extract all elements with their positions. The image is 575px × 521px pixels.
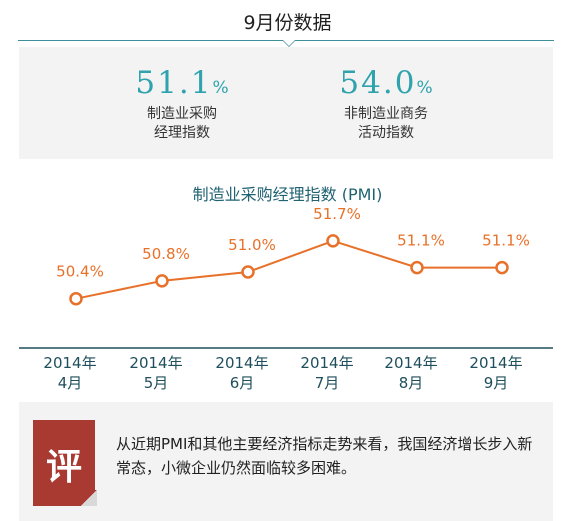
stat-label: 非制造业商务 活动指数 [344, 106, 428, 141]
data-point [69, 291, 83, 306]
data-point [241, 265, 255, 279]
x-tick-label: 2014年 8月 [384, 354, 437, 392]
data-point [410, 260, 424, 275]
data-label: 51.7% [313, 205, 361, 223]
data-point [155, 274, 169, 288]
stat-unit: % [212, 78, 229, 98]
data-point [495, 260, 509, 275]
comment-panel: 评 从近期PMI和其他主要经济指标走势来看，我国经济增长步入新常态，小微企业仍然… [19, 402, 553, 521]
stat-value: 51.1 [135, 65, 213, 101]
data-label: 51.1% [482, 232, 530, 250]
x-tick-label: 2014年 5月 [129, 354, 182, 392]
data-label: 51.0% [228, 236, 276, 254]
x-tick-label: 2014年 6月 [215, 354, 268, 392]
page-title: 9月份数据 [243, 12, 332, 34]
x-tick-label: 2014年 9月 [469, 354, 522, 392]
pmi-line-chart: 50.4% 50.8% 51.0% 51.7% 51.1% 51.1% 2014年 4月 201… [19, 205, 553, 392]
data-label: 50.8% [142, 245, 190, 263]
comment-badge-label: 评 [45, 447, 82, 488]
comment-text: 从近期PMI和其他主要经济指标走势来看，我国经济增长步入新常态，小微企业仍然面临… [116, 435, 533, 477]
stat-non-manufacturing-index: 54.0% 非制造业商务 活动指数 [286, 65, 486, 143]
stat-unit: % [416, 78, 433, 98]
stats-panel: 51.1% 制造业采购 经理指数 54.0% 非制造业商务 活动指数 [19, 47, 553, 159]
data-point [326, 234, 340, 248]
series-line [75, 239, 502, 300]
stat-value: 54.0 [339, 65, 417, 101]
data-label: 50.4% [56, 263, 104, 281]
stat-manufacturing-pmi: 51.1% 制造业采购 经理指数 [82, 65, 282, 143]
chart-area: 制造业采购经理指数 (PMI) 50.4% 50.8% 51.0% 51.7% 51.1… [0, 160, 575, 402]
x-tick-label: 2014年 7月 [300, 354, 353, 392]
x-tick-label: 2014年 4月 [43, 354, 96, 392]
header: 9月份数据 [0, 0, 575, 47]
badge-fold-icon [81, 490, 97, 506]
chart-title: 制造业采购经理指数 (PMI) [192, 185, 383, 204]
data-label: 51.1% [397, 232, 445, 250]
stat-label: 制造业采购 经理指数 [147, 106, 217, 141]
comment-badge: 评 [33, 420, 97, 506]
